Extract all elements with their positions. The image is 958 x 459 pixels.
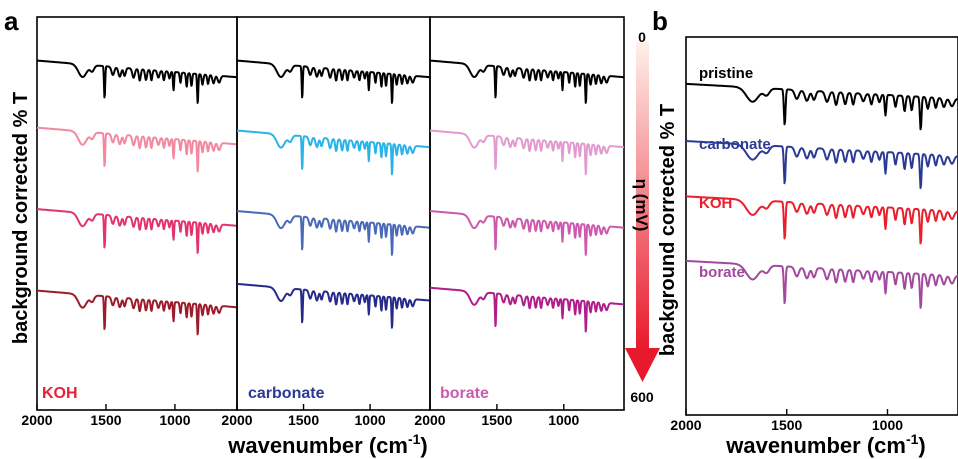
x-tick-label: 1000 bbox=[355, 412, 386, 428]
spectrum-line-series-0 bbox=[37, 61, 237, 103]
spectrum-line-series-3 bbox=[37, 291, 237, 335]
plot-panel-a-carbonate: 2000 1500 1000 carbonate bbox=[221, 17, 430, 428]
colorbar-title: η (mV) bbox=[632, 179, 651, 232]
x-tick-label: 1500 bbox=[771, 417, 802, 433]
spectrum-line-pristine bbox=[686, 84, 958, 129]
spectrum-line-series-0 bbox=[237, 61, 430, 103]
colorbar-top-label: 0 bbox=[638, 29, 646, 45]
x-axis-label-a: wavenumber (cm-1) bbox=[227, 431, 428, 458]
plot-panel-a-KOH: 2000 1500 1000 KOH bbox=[21, 17, 237, 428]
spectrum-line-series-1 bbox=[430, 131, 624, 175]
x-tick-label: 2000 bbox=[221, 412, 252, 428]
x-tick-label: 2000 bbox=[670, 417, 701, 433]
x-tick-label: 1000 bbox=[872, 417, 903, 433]
subplot-label-borate: borate bbox=[440, 385, 489, 402]
x-axis-label-sup-b: -1 bbox=[906, 431, 919, 447]
spectrum-line-series-2 bbox=[430, 211, 624, 255]
spectrum-line-series-3 bbox=[430, 288, 624, 332]
x-tick-label: 1000 bbox=[159, 412, 190, 428]
plot-panel-a-borate: 2000 1500 1000 borate bbox=[414, 17, 624, 428]
panel-label-b: b bbox=[652, 6, 668, 36]
subplot-label-KOH: KOH bbox=[42, 385, 78, 402]
spectrum-line-series-1 bbox=[37, 128, 237, 172]
x-tick-label: 1500 bbox=[481, 412, 512, 428]
x-tick-label: 1000 bbox=[548, 412, 579, 428]
x-tick-label: 2000 bbox=[21, 412, 52, 428]
plot-frame bbox=[686, 37, 958, 415]
spectrum-line-series-2 bbox=[37, 209, 237, 253]
panel-label-a: a bbox=[4, 6, 19, 36]
x-tick-label: 1500 bbox=[288, 412, 319, 428]
colorbar-arrowhead bbox=[625, 348, 660, 382]
y-axis-label-b: background corrected % T bbox=[657, 104, 679, 356]
plot-panel-b-comparison: 2000 1500 1000 pristine carbonate KOH borate bbox=[670, 37, 958, 433]
y-axis-label-a: background corrected % T bbox=[10, 92, 32, 344]
spectrum-line-series-3 bbox=[237, 284, 430, 328]
colorbar-bottom-label: 600 bbox=[630, 389, 654, 405]
x-tick-label: 2000 bbox=[414, 412, 445, 428]
x-tick-label: 1500 bbox=[90, 412, 121, 428]
subplot-label-carbonate: carbonate bbox=[248, 385, 325, 402]
overpotential-colorbar: 0 600 η (mV) bbox=[625, 29, 660, 405]
series-label-borate: borate bbox=[699, 264, 745, 281]
series-label-KOH: KOH bbox=[699, 195, 732, 212]
spectrum-line-series-0 bbox=[430, 61, 624, 103]
series-label-carbonate: carbonate bbox=[699, 136, 771, 153]
x-axis-label-sup-a: -1 bbox=[408, 431, 421, 447]
spectrum-line-series-1 bbox=[237, 131, 430, 175]
spectrum-line-series-2 bbox=[237, 211, 430, 255]
x-axis-label-b: wavenumber (cm-1) bbox=[725, 431, 926, 458]
series-label-pristine: pristine bbox=[699, 65, 753, 82]
